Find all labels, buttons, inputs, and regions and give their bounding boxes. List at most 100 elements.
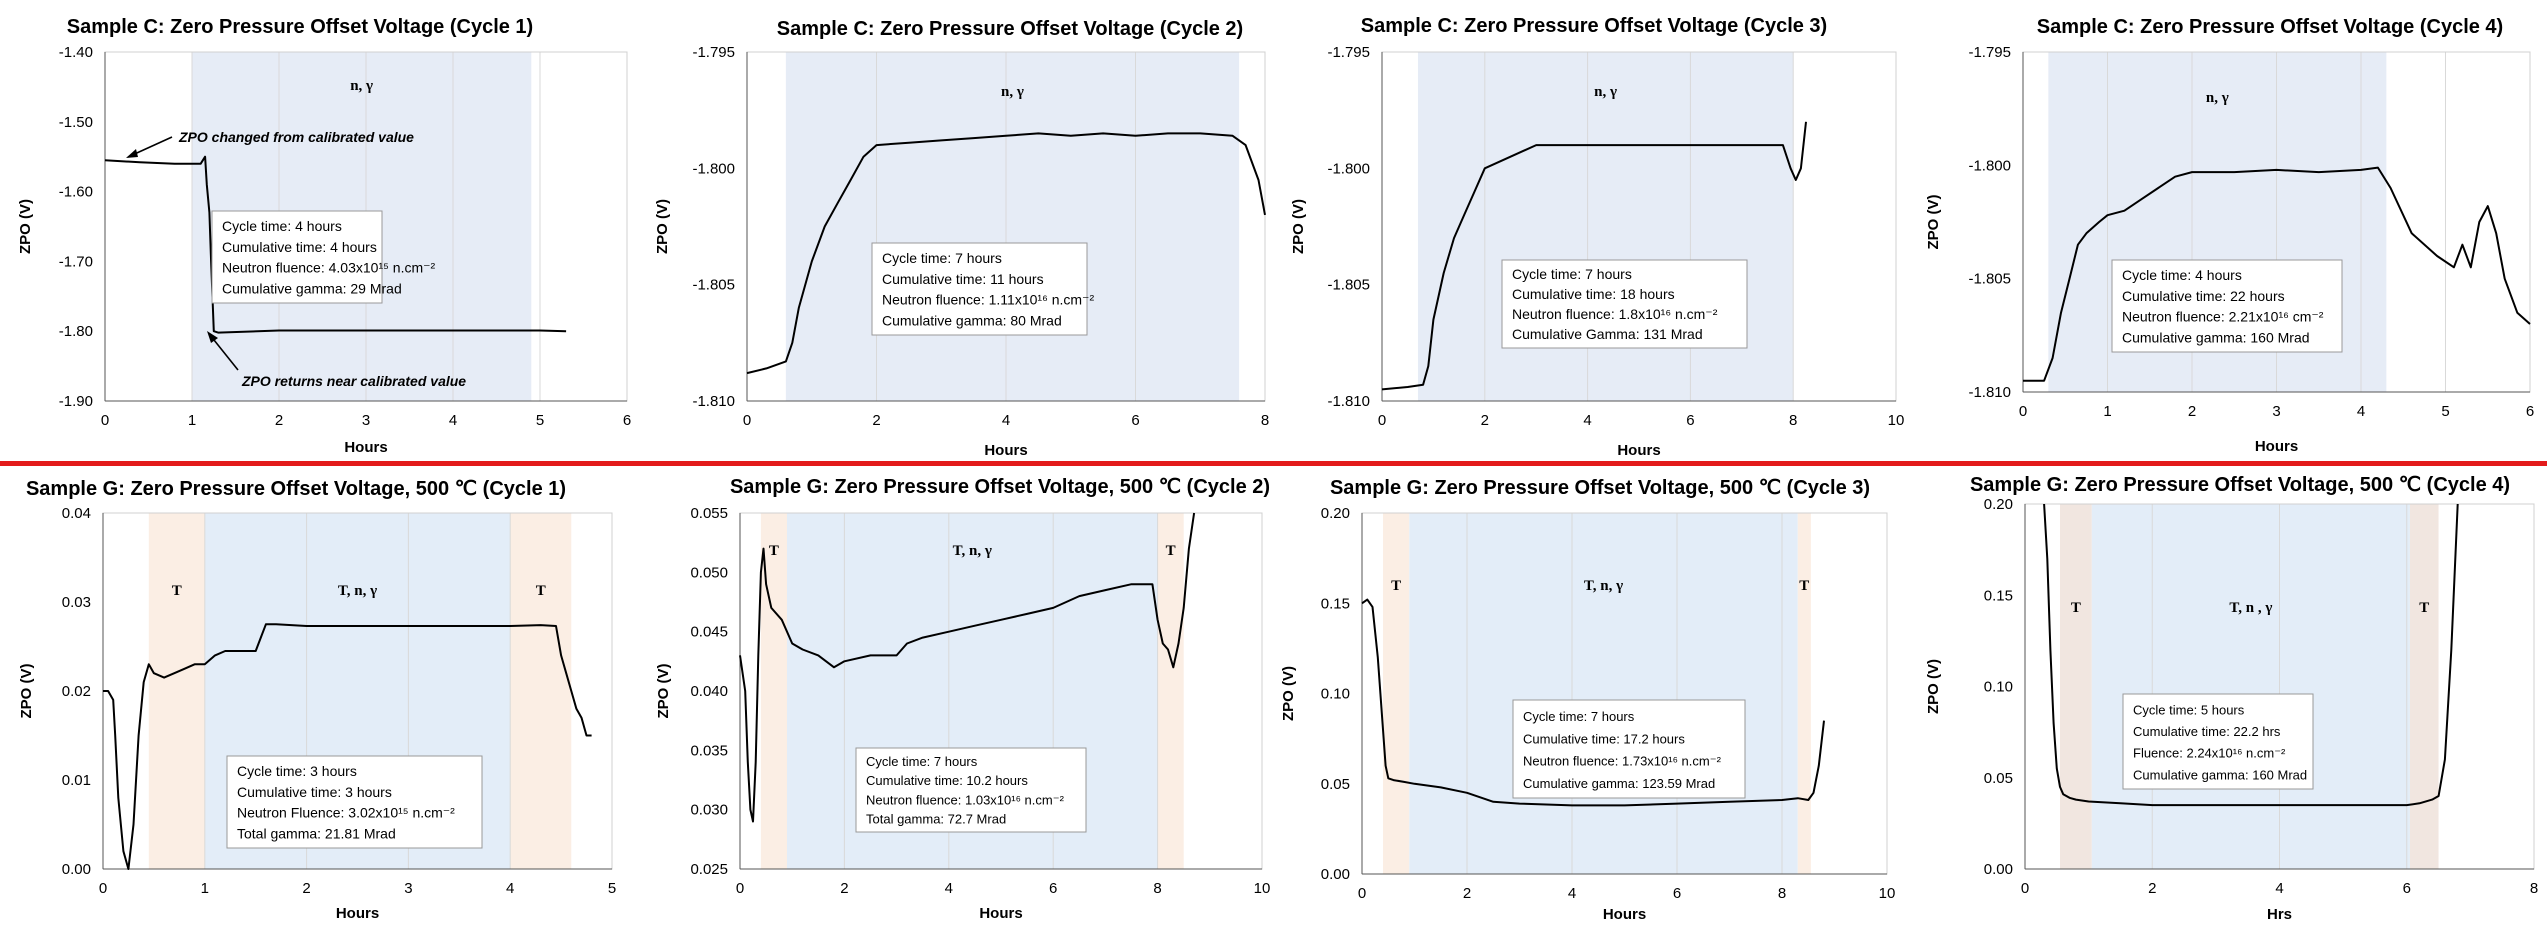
y-tick-label: -1.40 <box>59 44 93 61</box>
x-tick-label: 6 <box>623 412 631 429</box>
y-tick-label: 0.045 <box>690 624 728 641</box>
info-line: Cycle time: 7 hours <box>882 250 1002 266</box>
y-tick-label: -1.80 <box>59 323 93 340</box>
y-tick-label: -1.90 <box>59 393 93 410</box>
x-tick-label: 8 <box>1789 412 1797 429</box>
x-tick-label: 10 <box>1888 412 1905 429</box>
info-line: Cycle time: 5 hours <box>2133 703 2245 718</box>
y-tick-label: -1.800 <box>1968 157 2011 174</box>
x-tick-label: 0 <box>736 880 744 897</box>
region-band <box>1409 513 1798 874</box>
chart-panel-8: T T, n , γ T 0.00 0.05 0.10 0.15 0.20 0 2 4 6 8 Sampl… <box>1925 474 2538 923</box>
info-line: Cumulative time: 11 hours <box>882 271 1044 287</box>
y-tick-label: 0.050 <box>690 564 728 581</box>
x-tick-label: 6 <box>2526 403 2534 420</box>
chart-panel-1: n, γ -1.90 -1.80 -1.70 -1.60 -1.50 -1.40 0 1 2 3 4 5… <box>17 16 631 456</box>
region-label: T <box>1391 578 1401 594</box>
info-box <box>855 747 1087 833</box>
y-axis-label: ZPO (V) <box>17 199 34 254</box>
info-line: Neutron fluence: 1.03x10¹⁶ n.cm⁻² <box>866 792 1065 807</box>
info-line: Neutron fluence: 4.03x10¹⁵ n.cm⁻² <box>222 260 436 276</box>
x-tick-label: 0 <box>743 412 751 429</box>
info-line: Neutron Fluence: 3.02x10¹⁵ n.cm⁻² <box>237 805 455 821</box>
chart-panel-4: n, γ -1.810 -1.805 -1.800 -1.795 0 1 2 3 4 5 6 Sampl… <box>1925 16 2534 455</box>
region-label: T, n, γ <box>1584 578 1623 594</box>
y-tick-label: 0.030 <box>690 802 728 819</box>
x-tick-label: 4 <box>2357 403 2365 420</box>
row-divider <box>0 461 2547 466</box>
x-tick-label: 0 <box>2021 880 2029 897</box>
x-tick-label: 2 <box>840 880 848 897</box>
region-label: T <box>172 583 182 599</box>
x-tick-label: 2 <box>2148 880 2156 897</box>
region-label: T <box>1166 543 1176 559</box>
y-tick-label: 0.02 <box>62 683 91 700</box>
y-axis-label: ZPO (V) <box>1925 659 1942 714</box>
x-tick-label: 10 <box>1879 885 1896 902</box>
region-band <box>1383 513 1410 874</box>
y-axis-label: ZPO (V) <box>18 663 35 718</box>
x-axis-label: Hours <box>344 439 387 456</box>
info-line: Cycle time: 7 hours <box>1512 266 1632 282</box>
y-axis-label: ZPO (V) <box>654 199 671 254</box>
x-tick-label: 8 <box>1261 412 1269 429</box>
y-tick-label: 0.05 <box>1984 770 2013 787</box>
y-tick-label: 0.01 <box>62 772 91 789</box>
x-tick-label: 4 <box>945 880 953 897</box>
chart-panel-2: n, γ -1.810 -1.805 -1.800 -1.795 0 2 4 6 8 Sample … <box>654 18 1269 459</box>
region-band <box>785 52 1240 401</box>
x-axis-label: Hours <box>2255 438 2298 455</box>
y-tick-label: -1.800 <box>1327 160 1370 177</box>
y-axis-label: ZPO (V) <box>1925 194 1942 249</box>
info-box <box>1501 259 1748 349</box>
info-line: Cumulative time: 18 hours <box>1512 286 1675 302</box>
x-axis-label: Hours <box>984 442 1027 459</box>
x-tick-label: 0 <box>1358 885 1366 902</box>
region-label: T <box>536 583 546 599</box>
region-label: n, γ <box>1001 84 1024 100</box>
y-tick-label: -1.795 <box>692 44 735 61</box>
info-line: Cumulative time: 17.2 hours <box>1523 731 1685 746</box>
y-tick-label: 0.04 <box>62 505 91 522</box>
x-tick-label: 3 <box>2272 403 2280 420</box>
info-line: Cumulative time: 10.2 hours <box>866 773 1028 788</box>
x-axis-label: Hours <box>1617 442 1660 459</box>
y-axis-label: ZPO (V) <box>1280 666 1297 721</box>
info-line: Cumulative time: 22 hours <box>2122 288 2285 304</box>
info-line: Cycle time: 4 hours <box>222 218 342 234</box>
info-line: Cumulative gamma: 160 Mrad <box>2122 330 2310 346</box>
y-tick-label: -1.60 <box>59 184 93 201</box>
x-tick-label: 2 <box>2188 403 2196 420</box>
x-tick-label: 6 <box>1686 412 1694 429</box>
y-tick-label: 0.10 <box>1321 686 1350 703</box>
x-tick-label: 4 <box>449 412 457 429</box>
y-tick-label: 0.035 <box>690 742 728 759</box>
info-line: Cumulative gamma: 29 Mrad <box>222 281 402 297</box>
x-tick-label: 2 <box>872 412 880 429</box>
y-tick-label: -1.795 <box>1327 44 1370 61</box>
region-band <box>1417 52 1794 401</box>
y-tick-label: 0.055 <box>690 505 728 522</box>
info-box <box>211 210 383 304</box>
region-band <box>1797 513 1811 874</box>
x-tick-label: 2 <box>302 880 310 897</box>
x-tick-label: 3 <box>362 412 370 429</box>
info-line: Cycle time: 7 hours <box>1523 709 1635 724</box>
x-tick-label: 8 <box>2530 880 2538 897</box>
x-tick-label: 4 <box>506 880 514 897</box>
y-tick-label: 0.00 <box>1984 861 2013 878</box>
x-tick-label: 6 <box>1049 880 1057 897</box>
x-tick-label: 6 <box>1131 412 1139 429</box>
x-tick-label: 5 <box>608 880 616 897</box>
region-label: T, n, γ <box>338 583 377 599</box>
info-box <box>871 242 1088 336</box>
y-tick-label: -1.805 <box>692 277 735 294</box>
chart-panel-3: n, γ -1.810 -1.805 -1.800 -1.795 0 2 4 6 8 10 Sampl… <box>1290 15 1904 459</box>
series-line <box>1381 121 1807 391</box>
arrow-head <box>207 331 218 343</box>
x-tick-label: 2 <box>275 412 283 429</box>
x-tick-label: 10 <box>1254 880 1271 897</box>
y-tick-label: -1.805 <box>1968 271 2011 288</box>
y-axis-label: ZPO (V) <box>1290 199 1307 254</box>
